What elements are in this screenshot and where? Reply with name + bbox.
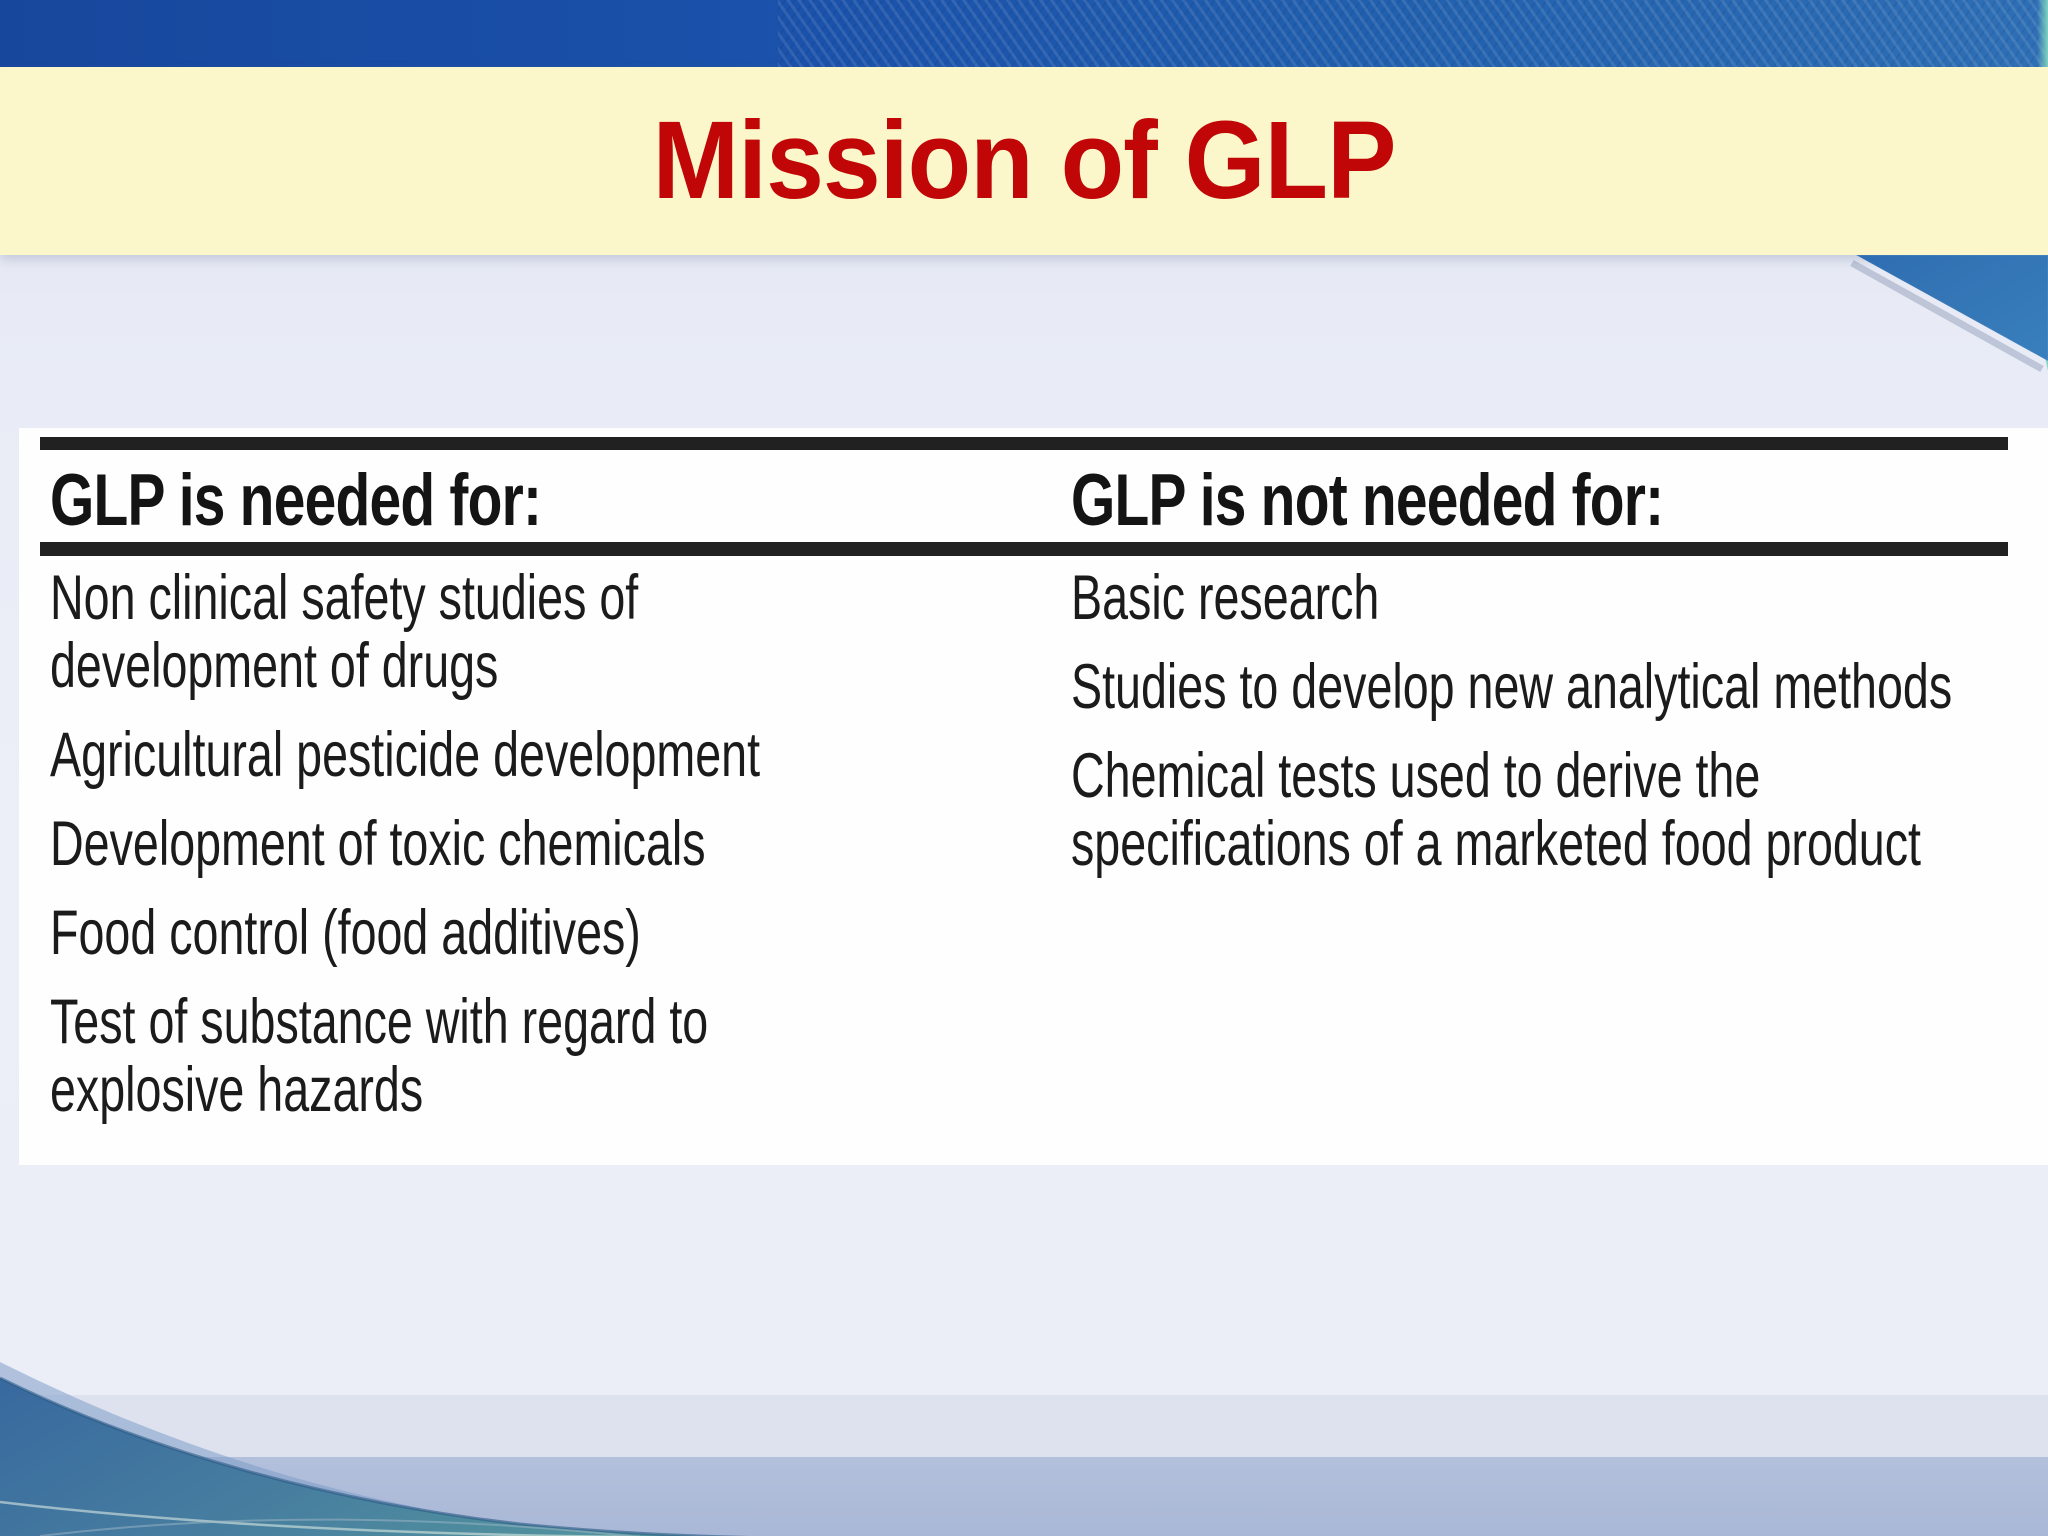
table-item: Chemical tests used to derive the specifi… <box>1071 741 1922 879</box>
title-band: Mission of GLP <box>0 67 2048 255</box>
column-header-needed: GLP is needed for: <box>50 460 542 541</box>
table-item: Development of toxic chemicals <box>50 809 706 879</box>
table-item: Agricultural pesticide development <box>50 720 761 790</box>
table-header-rule <box>40 542 2008 556</box>
table-top-rule <box>40 437 2008 450</box>
table-item: Basic research <box>1071 563 1380 633</box>
column-needed-items: Non clinical safety studies of developmen… <box>50 564 1086 1145</box>
table-item: Test of substance with regard to explosiv… <box>50 987 709 1125</box>
table-item: Non clinical safety studies of developmen… <box>50 563 639 701</box>
corner-ribbon-decoration <box>1850 255 2048 373</box>
column-not-needed-items: Basic research Studies to develop new ana… <box>1071 564 2048 899</box>
table-item: Studies to develop new analytical method… <box>1071 652 1953 722</box>
bottom-swoosh-decoration <box>0 1362 780 1536</box>
table-item: Food control (food additives) <box>50 898 641 968</box>
teal-edge-strip <box>2037 0 2048 67</box>
comparison-table: GLP is needed for: GLP is not needed for… <box>19 428 2048 1165</box>
top-blue-bar <box>0 0 2048 67</box>
column-header-not-needed: GLP is not needed for: <box>1071 460 1664 541</box>
diagonal-stripes-texture <box>778 0 2048 67</box>
background-band-middle <box>0 1395 2048 1457</box>
page-title: Mission of GLP <box>652 98 1397 222</box>
